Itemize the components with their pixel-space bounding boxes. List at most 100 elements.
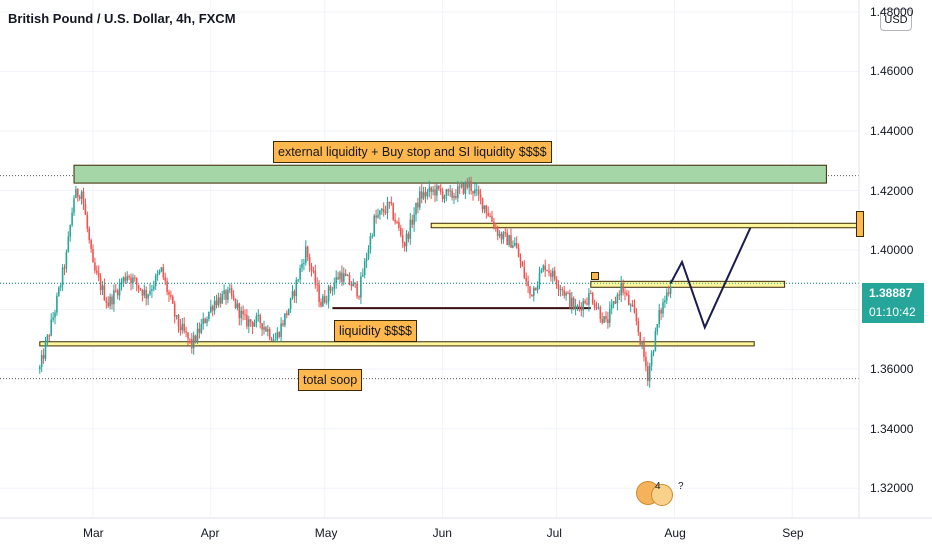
candle-body: [593, 303, 596, 308]
candle-body: [318, 284, 320, 302]
currency-button[interactable]: USD: [880, 9, 912, 31]
candle-body: [546, 270, 548, 272]
candle-body: [160, 267, 163, 272]
candle-body: [445, 189, 448, 197]
candle-body: [419, 191, 421, 208]
candle-body: [531, 294, 533, 297]
candle-body: [534, 287, 537, 291]
candle-body: [248, 319, 250, 327]
candle-body: [124, 277, 127, 281]
candle-body: [116, 290, 119, 296]
edge-label[interactable]: [856, 211, 864, 237]
last-price-tag: 1.38887 01:10:42: [862, 283, 924, 323]
candle-body: [555, 279, 558, 286]
candle-body: [206, 318, 208, 323]
candle-body: [187, 332, 189, 339]
candle-body: [457, 186, 459, 199]
candle-body: [71, 212, 73, 226]
candle-body: [198, 328, 201, 333]
liquidity-label[interactable]: liquidity $$$$: [334, 320, 417, 342]
candle-body: [609, 308, 611, 323]
candle-body: [191, 339, 193, 349]
candle-body: [519, 257, 522, 262]
candle-body: [584, 301, 586, 304]
candle-body: [578, 305, 581, 307]
candle-body: [441, 191, 444, 200]
candle-body: [474, 189, 476, 194]
candle-body: [314, 270, 317, 285]
candle-body: [424, 192, 427, 197]
time-tick-label: Sep: [782, 526, 804, 540]
time-tick-label: Aug: [664, 526, 686, 540]
candle-body: [667, 292, 670, 294]
last-price: 1.38887: [869, 286, 913, 300]
candle-body: [574, 305, 577, 309]
candle-body: [346, 275, 349, 277]
candle-body: [407, 233, 410, 239]
zone-external: [73, 164, 827, 184]
candle-body: [622, 282, 624, 293]
candle-body: [552, 270, 554, 277]
candle-body: [628, 295, 630, 306]
candle-body: [597, 307, 600, 309]
candle-body: [232, 295, 235, 299]
candle-body: [339, 272, 341, 280]
candle-body: [523, 266, 526, 278]
candle-body: [637, 321, 640, 333]
candle-body: [409, 219, 412, 239]
candles: [39, 176, 672, 388]
candle-body: [377, 214, 379, 218]
external-liquidity-label[interactable]: external liquidity + Buy stop and SI liq…: [273, 141, 552, 163]
candle-body: [230, 288, 233, 296]
candle-body: [660, 310, 662, 314]
candle-body: [500, 233, 503, 240]
candle-body: [567, 292, 569, 294]
candle-body: [84, 203, 87, 215]
candle-body: [225, 290, 227, 300]
candle-body: [151, 289, 153, 291]
candle-body: [301, 263, 303, 269]
candle-body: [458, 186, 461, 188]
candle-body: [641, 341, 643, 345]
emoji-icon-2[interactable]: [651, 484, 673, 506]
small-marker[interactable]: [591, 272, 599, 280]
candle-body: [394, 219, 396, 222]
total-soop-label[interactable]: total soop: [298, 369, 363, 391]
candle-body: [466, 183, 469, 188]
candle-body: [293, 291, 296, 297]
candle-body: [443, 196, 446, 200]
candle-body: [208, 311, 210, 319]
candle-body: [164, 277, 166, 281]
candle-body: [134, 277, 136, 279]
candle-body: [39, 367, 41, 370]
candle-body: [135, 278, 138, 285]
candle-body: [67, 236, 70, 252]
candle-body: [272, 340, 275, 342]
candle-body: [400, 227, 402, 236]
candle-body: [639, 332, 641, 345]
candle-body: [447, 189, 450, 192]
candle-body: [92, 248, 94, 263]
candle-body: [626, 293, 628, 296]
candle-body: [544, 265, 546, 271]
badge-count: 4: [655, 481, 661, 492]
candle-body: [327, 286, 330, 302]
candle-body: [291, 291, 294, 299]
candle-body: [415, 202, 417, 215]
candle-body: [75, 189, 77, 199]
candle-body: [286, 313, 288, 316]
candle-body: [381, 208, 383, 211]
candle-body: [603, 316, 605, 323]
candle-body: [439, 188, 442, 192]
candle-body: [107, 302, 109, 307]
candle-body: [572, 297, 575, 309]
candle-body: [386, 201, 389, 213]
candle-body: [211, 306, 214, 311]
candle-body: [586, 303, 588, 305]
candle-body: [236, 303, 239, 308]
candle-body: [396, 221, 398, 223]
candle-body: [591, 293, 594, 304]
candle-body: [451, 190, 453, 198]
candle-body: [213, 300, 216, 311]
